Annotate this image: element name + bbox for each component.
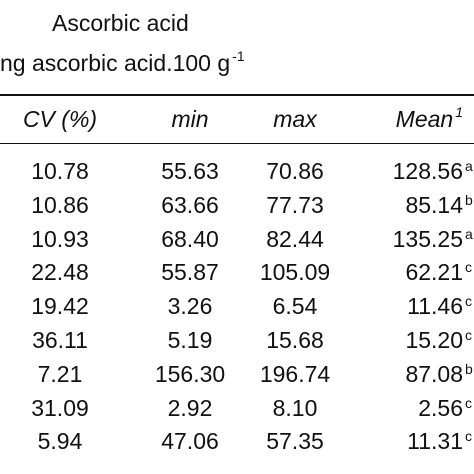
table-title: Ascorbic acid	[52, 10, 189, 36]
cell: 7.21	[37, 360, 83, 387]
cell: 55.63	[161, 158, 219, 184]
table-unit: ng ascorbic acid.100 g -1	[0, 48, 245, 79]
mean-letter: c	[465, 428, 472, 445]
cell: 85.14	[405, 191, 463, 218]
column-header: max	[273, 106, 316, 132]
cell: 128.56	[392, 158, 463, 184]
cell: 47.06	[161, 428, 219, 455]
column-header: min	[171, 106, 208, 132]
mean-letter: a	[465, 225, 473, 242]
mean-letter: b	[465, 191, 473, 208]
cell: 82.44	[266, 225, 324, 252]
cell: 105.09	[259, 259, 331, 286]
unit-sup: -1	[232, 48, 245, 64]
column-header-text: max	[273, 106, 317, 132]
cell: 77.73	[266, 191, 324, 218]
column-header-text: CV (%)	[22, 106, 98, 132]
mean-letter: c	[465, 394, 472, 411]
cell: 70.86	[266, 158, 324, 184]
column-header: Mean 1	[395, 104, 463, 135]
mean-letter: c	[465, 293, 472, 310]
mean-letter: a	[465, 158, 473, 174]
cell: 135.25	[392, 225, 463, 252]
mean-letter: c	[465, 259, 472, 276]
cell: 62.21	[405, 259, 463, 286]
cell: 87.08	[405, 360, 463, 387]
cell: 5.19	[167, 327, 213, 353]
unit-text: ng ascorbic acid.100 g	[0, 50, 231, 76]
mean-letter: c	[465, 327, 472, 343]
cell: 63.66	[161, 191, 219, 218]
cell: 10.86	[31, 191, 89, 218]
cell: 31.09	[31, 394, 89, 421]
column-header-sup: 1	[455, 104, 463, 120]
cell: 10.93	[31, 225, 89, 252]
cell: 15.20	[405, 327, 463, 353]
cell: 11.46	[407, 293, 463, 320]
mean-letter: b	[465, 360, 473, 377]
cell: 11.31	[407, 428, 463, 455]
cell: 5.94	[37, 428, 83, 455]
cell: 57.35	[266, 428, 324, 455]
cell: 19.42	[31, 293, 89, 320]
column-header-text: min	[171, 106, 209, 132]
cell: 2.56	[418, 394, 463, 421]
cell: 55.87	[161, 259, 219, 286]
cell: 22.48	[31, 259, 89, 286]
cell: 10.78	[31, 158, 89, 184]
cell: 156.30	[154, 360, 226, 387]
cell: 36.11	[32, 327, 88, 353]
top-rule	[0, 94, 474, 96]
column-header-text: Mean	[395, 106, 454, 132]
cell: 15.68	[266, 327, 324, 353]
cell: 6.54	[272, 293, 318, 320]
cell: 2.92	[167, 394, 213, 421]
cell: 3.26	[167, 293, 213, 320]
cell: 8.10	[272, 394, 318, 421]
column-header: CV (%)	[23, 106, 97, 132]
header-rule	[0, 143, 474, 144]
cell: 196.74	[259, 360, 331, 387]
cell: 68.40	[161, 225, 219, 252]
